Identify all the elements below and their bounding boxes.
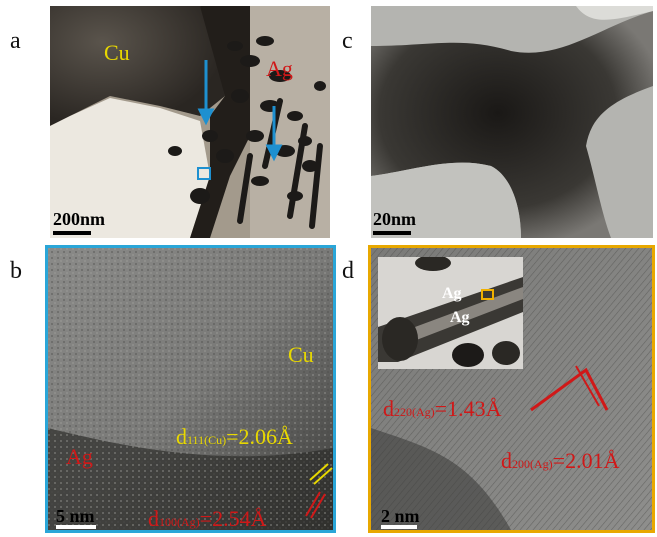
scale-bar-label-a: 200nm — [53, 209, 106, 229]
d-spacing-cu-111: d111(Cu)=2.06Å — [176, 424, 293, 449]
d-spacing-ag-220: d220(Ag)=1.43Å — [383, 396, 502, 421]
cu-label-b: Cu — [288, 342, 314, 367]
ag-label-b: Ag — [66, 444, 93, 469]
d-spacing-ag-200: d200(Ag)=2.01Å — [501, 448, 620, 473]
arrows-overlay — [197, 60, 283, 180]
inset-ag-label-bottom: Ag — [450, 309, 470, 326]
inset-selection-box — [481, 289, 494, 300]
panel-label-b: b — [10, 258, 22, 284]
inset-image: Ag Ag — [378, 257, 523, 369]
hrtem-image-b-texture — [48, 248, 333, 530]
tem-image-a-texture — [50, 6, 330, 238]
panel-label-c: c — [342, 28, 353, 54]
scale-bar-label-c: 20nm — [373, 209, 417, 229]
tem-image-a: Cu Ag 200nm — [50, 6, 330, 238]
selection-box-a — [197, 167, 211, 180]
scale-bar-c — [373, 231, 411, 235]
arrowhead-icon-2 — [265, 144, 283, 162]
inset-texture — [378, 257, 523, 369]
scale-bar-a — [53, 231, 91, 235]
tem-image-c-texture — [371, 6, 653, 238]
hrtem-image-d: Ag Ag d220(Ag)=1.43Å d200(Ag)=2.01Å 2 nm — [368, 245, 655, 533]
arrowhead-icon-1 — [197, 108, 215, 126]
cu-label-a: Cu — [104, 40, 130, 65]
scale-bar-label-d: 2 nm — [381, 506, 420, 526]
panel-label-a: a — [10, 28, 21, 54]
scale-bar-d — [381, 525, 417, 529]
d-spacing-ag-100: d100(Ag)=2.54Å — [148, 506, 267, 531]
hrtem-image-b: Cu Ag d111(Cu)=2.06Å d100(Ag)=2.54Å 5 nm — [45, 245, 336, 533]
inset-ag-label-top: Ag — [442, 285, 462, 302]
tem-image-c: 20nm — [371, 6, 653, 238]
scale-bar-b — [56, 525, 96, 529]
ag-label-a: Ag — [266, 56, 293, 81]
scale-bar-label-b: 5 nm — [56, 506, 95, 526]
panel-label-d: d — [342, 258, 354, 284]
